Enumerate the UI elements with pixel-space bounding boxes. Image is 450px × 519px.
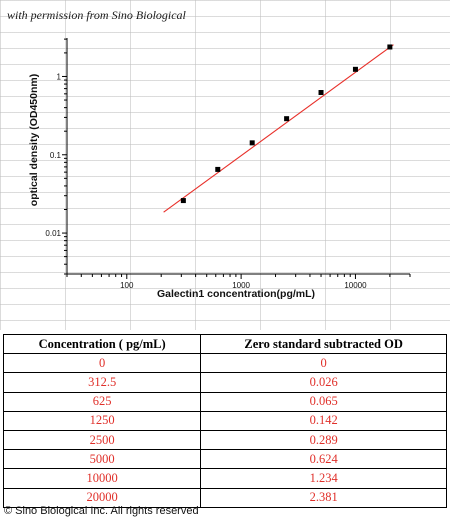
chart-ticks: 100 1000 10000 0.01 0.1 1 (45, 38, 411, 290)
fit-line (163, 44, 394, 213)
data-table: Concentration ( pg/mL) Zero standard sub… (2, 333, 447, 508)
table-row: 0 0 (2, 353, 447, 374)
x-tick-label: 100 (120, 281, 134, 290)
table-row: 5000 0.624 (2, 449, 447, 470)
fit-line-group (163, 44, 394, 213)
concentration-cell: 625 (2, 391, 202, 412)
concentration-cell: 2500 (2, 429, 202, 451)
concentration-cell: 20000 (2, 487, 202, 508)
y-tick-label: 1 (57, 72, 62, 81)
table-row: 625 0.065 (2, 391, 447, 412)
data-points (180, 44, 393, 204)
table-row: 2500 0.289 (2, 429, 447, 451)
table-row: 10000 1.234 (2, 468, 447, 489)
data-point-marker (318, 90, 324, 96)
od-cell: 0 (200, 353, 447, 374)
column-header-od: Zero standard subtracted OD (200, 333, 447, 355)
concentration-cell: 10000 (2, 468, 202, 489)
concentration-cell: 5000 (2, 449, 202, 470)
table-row: 1250 0.142 (2, 410, 447, 431)
od-cell: 0.065 (200, 391, 447, 412)
data-point-marker (249, 140, 255, 146)
concentration-cell: 312.5 (2, 372, 202, 393)
column-header-concentration: Concentration ( pg/mL) (2, 333, 202, 355)
y-tick-label: 0.1 (50, 151, 62, 160)
x-axis-label: Galectin1 concentration(pg/mL) (157, 288, 315, 300)
x-tick-label: 1000 (232, 281, 250, 290)
standard-curve-chart: 100 1000 10000 0.01 0.1 1 Galectin1 concentra… (28, 38, 411, 300)
table-row: 20000 2.381 (2, 487, 447, 508)
data-point-marker (352, 66, 358, 72)
table-header-row: Concentration ( pg/mL) Zero standard sub… (2, 333, 447, 355)
y-axis-label: optical density (OD450nm) (28, 74, 40, 206)
copyright-notice: © Sino Biological Inc. All rights reserv… (4, 505, 199, 517)
table-row: 312.5 0.026 (2, 372, 447, 393)
data-point-marker (180, 198, 186, 204)
y-tick-label: 0.01 (45, 229, 61, 238)
data-point-marker (215, 166, 221, 172)
concentration-cell: 1250 (2, 410, 202, 431)
data-point-marker (284, 116, 290, 122)
od-cell: 1.234 (200, 468, 447, 489)
x-tick-label: 10000 (344, 281, 367, 290)
od-cell: 0.142 (200, 410, 447, 431)
od-cell: 0.289 (200, 429, 447, 451)
data-point-marker (387, 44, 393, 50)
chart-axes (66, 38, 410, 275)
od-cell: 0.026 (200, 372, 447, 393)
permission-note: with permission from Sino Biological (7, 8, 186, 22)
od-cell: 0.624 (200, 449, 447, 470)
watermark-grid-background (0, 0, 450, 330)
concentration-cell: 0 (2, 353, 202, 374)
od-cell: 2.381 (200, 487, 447, 508)
